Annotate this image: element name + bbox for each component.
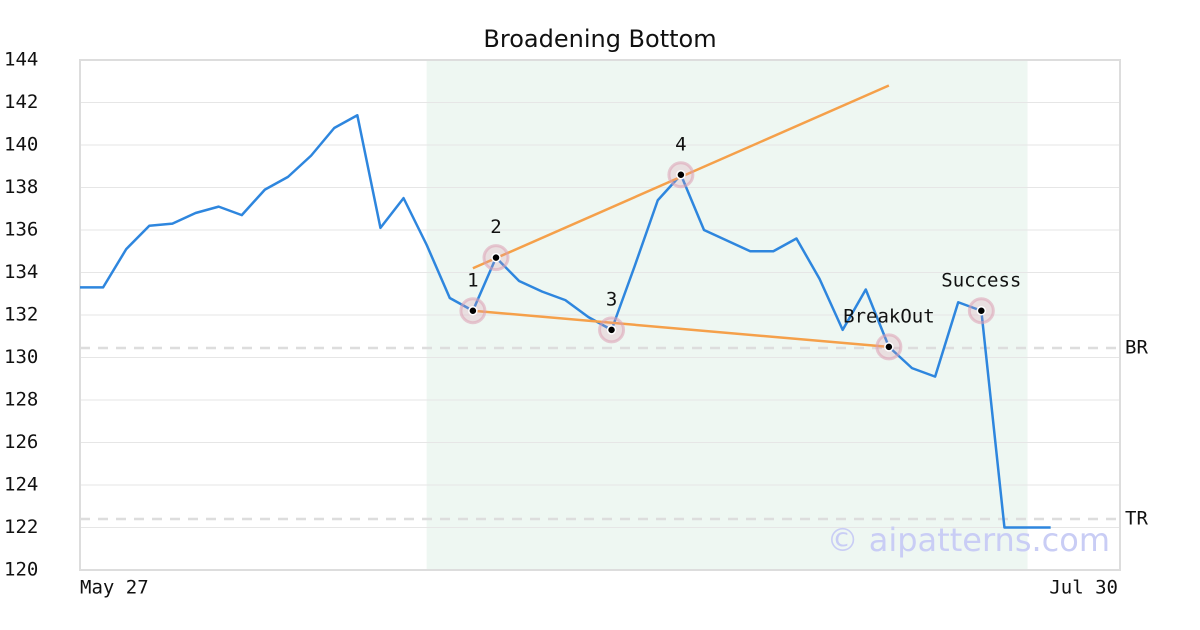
plot-frame xyxy=(79,59,1121,571)
y-tick-label: 134 xyxy=(4,261,38,283)
y-tick-label: 142 xyxy=(4,91,38,113)
point xyxy=(606,325,617,335)
y-tick-label: 140 xyxy=(4,134,38,156)
x-tick-label: May 27 xyxy=(80,577,149,599)
y-tick-label: 126 xyxy=(4,431,38,453)
y-tick-label: 128 xyxy=(4,389,38,411)
y-tick-label: 124 xyxy=(4,474,38,496)
level-label: BR xyxy=(1125,336,1148,358)
point xyxy=(884,342,894,352)
y-tick-label: 136 xyxy=(4,219,38,241)
point xyxy=(976,306,987,316)
y-tick-label: 120 xyxy=(4,559,38,581)
point xyxy=(468,306,478,316)
point-label: Success xyxy=(941,269,1021,291)
chart-title: Broadening Bottom xyxy=(483,25,716,53)
point xyxy=(676,170,686,180)
level-label: TR xyxy=(1125,508,1148,530)
point-label: 3 xyxy=(606,288,617,310)
y-tick-label: 138 xyxy=(4,176,38,198)
y-tick-label: 122 xyxy=(4,516,38,538)
point-label: 1 xyxy=(467,269,478,291)
y-tick-label: 132 xyxy=(4,304,38,326)
point-label: 4 xyxy=(675,133,686,155)
point xyxy=(491,252,501,263)
watermark: © aipatterns.com xyxy=(827,521,1110,559)
point-label: BreakOut xyxy=(843,305,935,327)
x-tick-label: Jul 30 xyxy=(1049,577,1118,599)
trendline xyxy=(472,309,889,349)
y-tick-label: 144 xyxy=(4,49,38,71)
point-label: 2 xyxy=(490,216,501,238)
y-tick-label: 130 xyxy=(4,346,38,368)
